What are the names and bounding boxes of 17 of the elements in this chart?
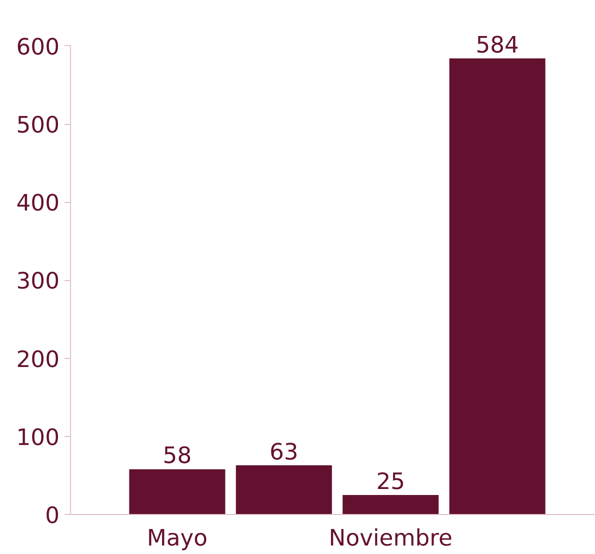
data-label: 63 <box>270 439 298 466</box>
data-label: 58 <box>162 443 192 470</box>
data-label: 584 <box>476 32 519 58</box>
y-tick-label: 100 <box>16 424 60 451</box>
bar <box>342 494 439 514</box>
y-tick-label: 400 <box>16 190 60 217</box>
bar <box>236 465 332 514</box>
x-tick-label: Mayo <box>146 526 208 552</box>
y-tick-label: 200 <box>16 346 60 373</box>
data-label: 25 <box>376 468 406 495</box>
y-tick-label: 0 <box>45 503 60 529</box>
bar <box>449 58 546 514</box>
y-tick-label: 300 <box>16 268 60 295</box>
y-tick-label: 600 <box>16 34 60 60</box>
bar <box>129 469 226 514</box>
x-tick-label: Noviembre <box>328 526 452 552</box>
y-tick-label: 500 <box>16 112 60 139</box>
